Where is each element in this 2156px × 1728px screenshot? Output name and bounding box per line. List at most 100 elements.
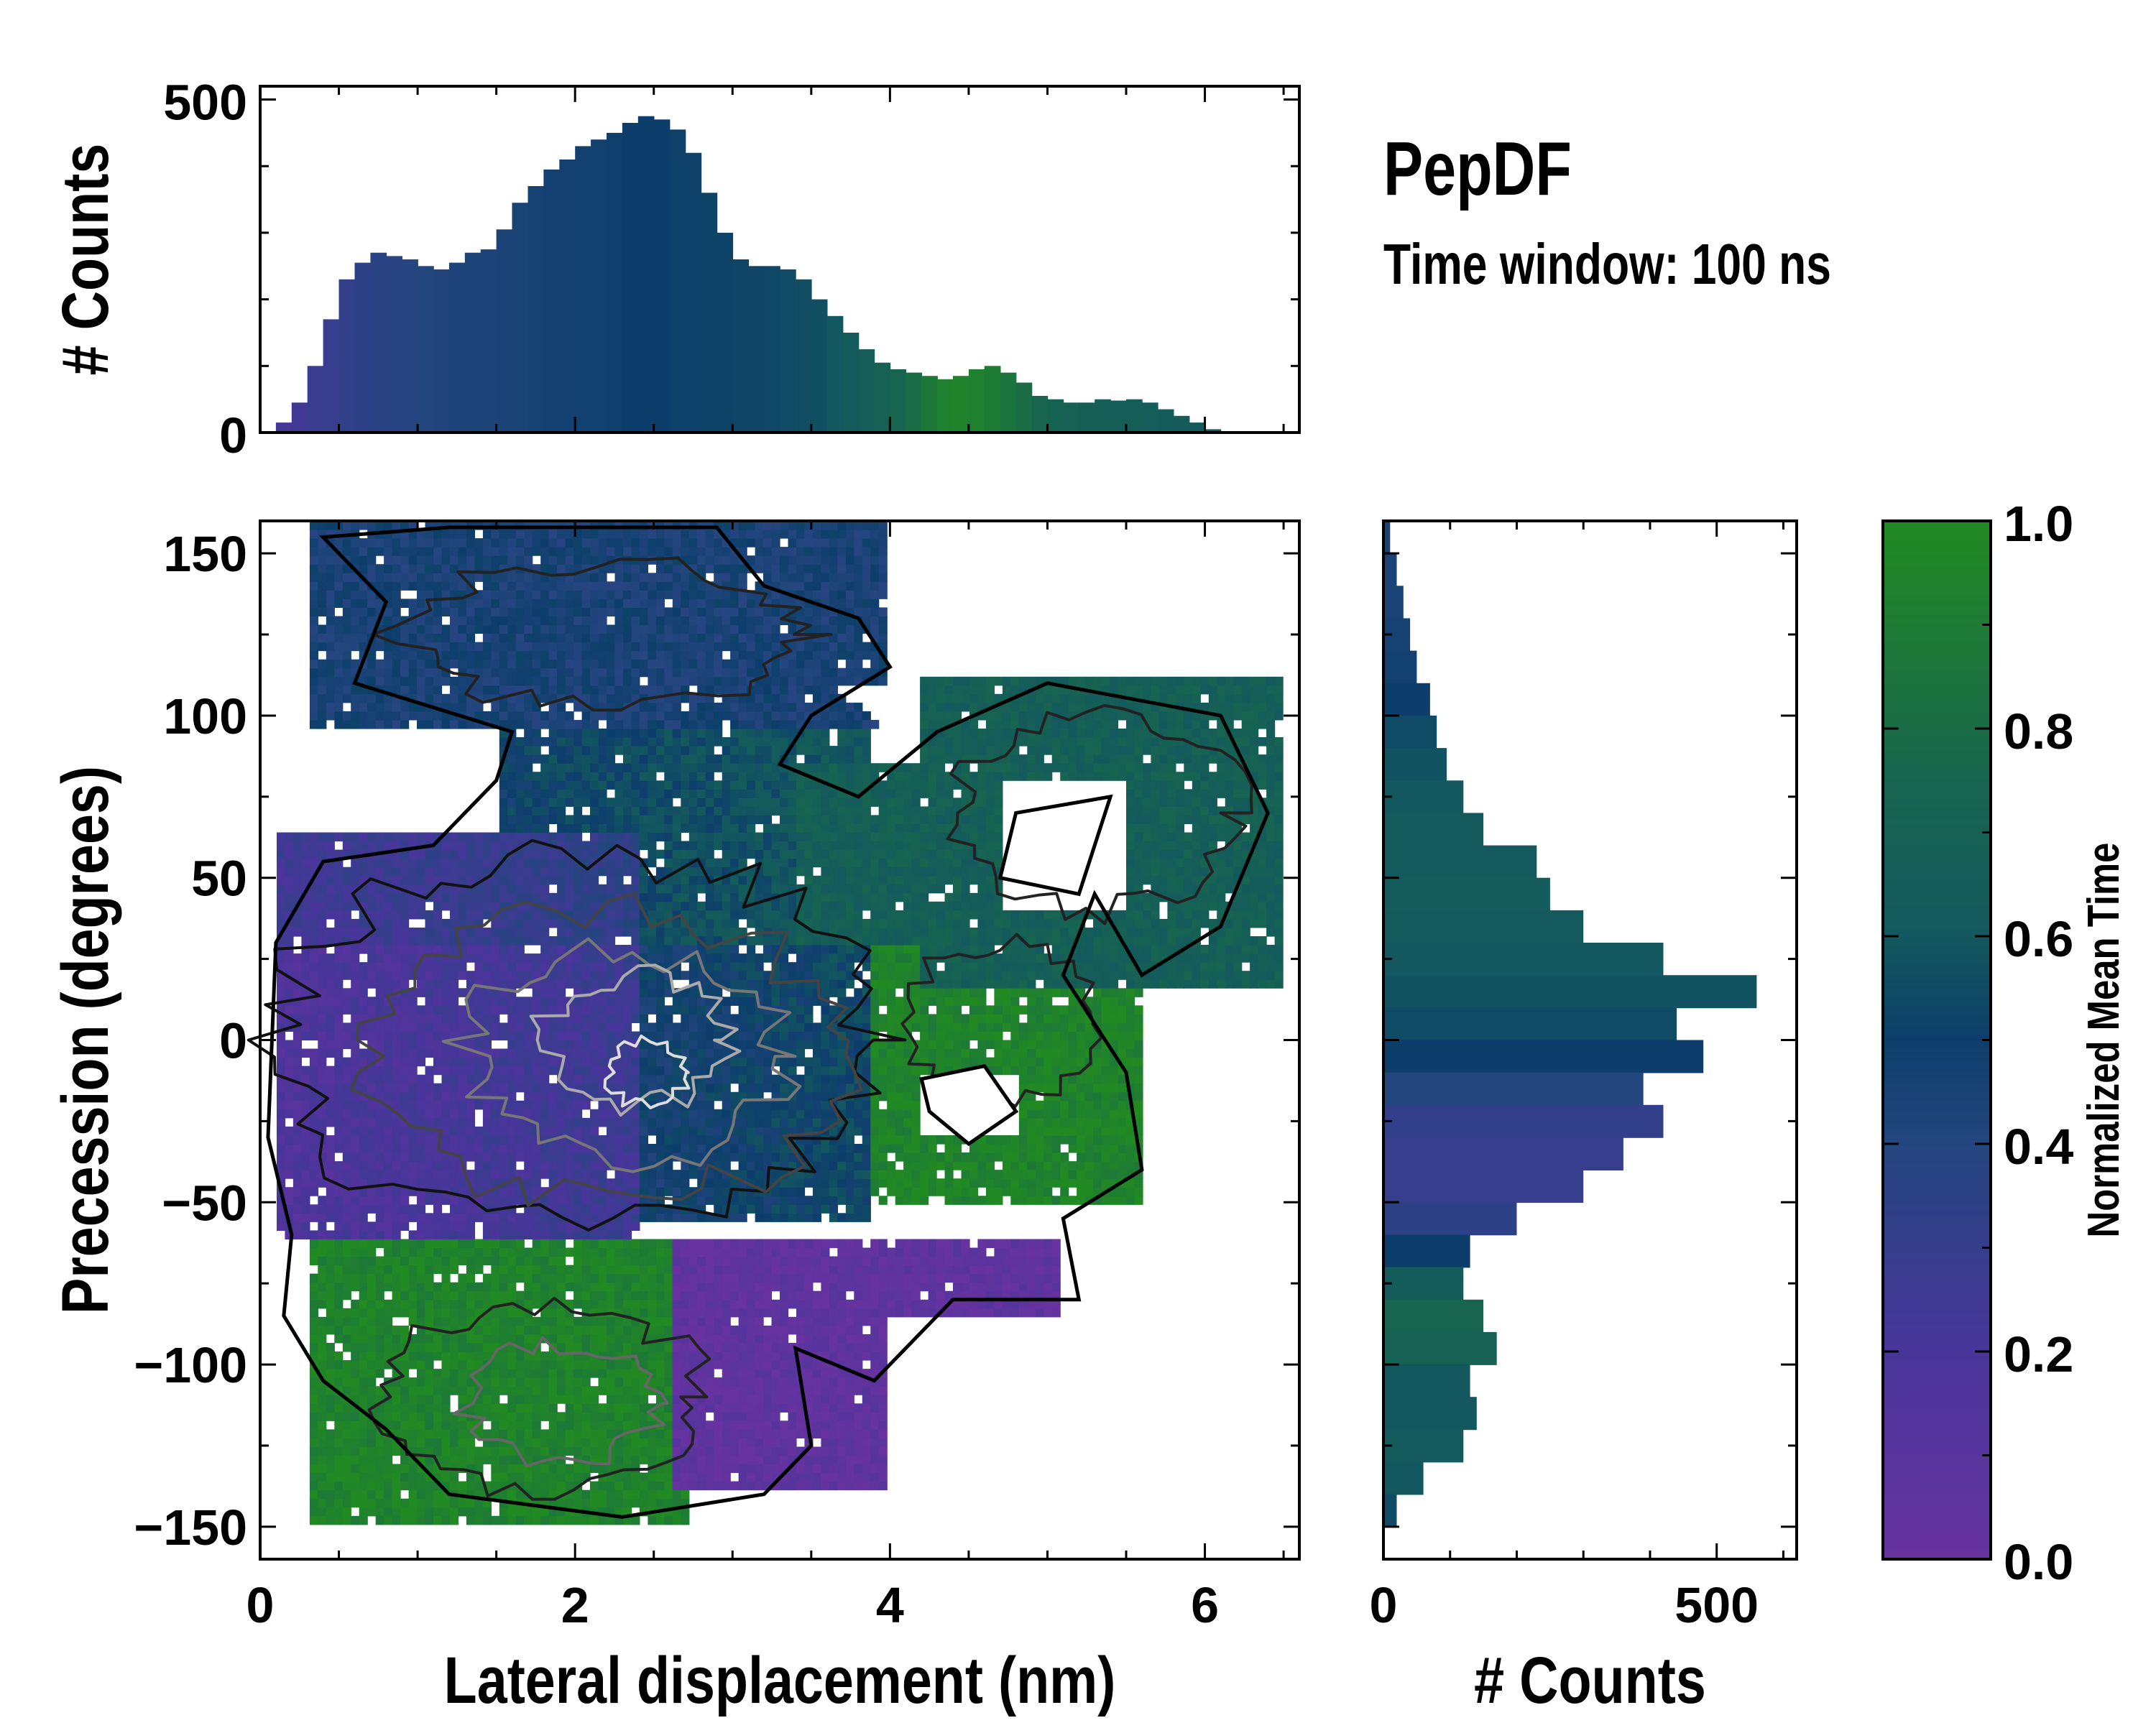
heatmap-cell — [367, 936, 376, 946]
heatmap-cell — [533, 1473, 541, 1482]
heatmap-cell — [533, 1230, 541, 1239]
heatmap-cell — [516, 1135, 525, 1145]
heatmap-cell — [623, 902, 632, 911]
heatmap-cell — [573, 1040, 582, 1050]
heatmap-cell — [656, 703, 665, 712]
heatmap-cell — [326, 1187, 335, 1196]
heatmap-cell — [549, 1360, 558, 1369]
hist-bar — [1079, 402, 1095, 433]
heatmap-cell — [384, 1403, 392, 1413]
heatmap-cell — [318, 1118, 326, 1127]
heatmap-cell — [573, 1049, 582, 1058]
heatmap-cell — [573, 971, 582, 980]
heatmap-cell — [392, 573, 401, 582]
heatmap-cell — [607, 1221, 615, 1231]
heatmap-cell — [664, 789, 673, 798]
heatmap-cell — [631, 919, 640, 928]
heatmap-cell — [640, 997, 648, 1006]
heatmap-cell — [392, 1152, 401, 1162]
heatmap-cell — [392, 962, 401, 971]
heatmap-cell — [343, 1420, 351, 1430]
heatmap-cell — [491, 893, 499, 902]
heatmap-cell — [573, 1161, 582, 1170]
hist-bar — [1063, 402, 1079, 433]
heatmap-cell — [351, 859, 359, 868]
heatmap-cell — [582, 1204, 591, 1214]
heatmap-cell — [549, 1377, 558, 1387]
heatmap-cell — [631, 1049, 640, 1058]
heatmap-cell — [376, 1170, 384, 1179]
heatmap-cell — [384, 1152, 392, 1162]
heatmap-cell — [664, 928, 673, 937]
heatmap-cell — [367, 859, 376, 868]
heatmap-cell — [409, 867, 418, 877]
heatmap-cell — [433, 1101, 442, 1110]
heatmap-cell — [664, 737, 673, 747]
heatmap-cell — [557, 798, 566, 807]
heatmap-cell — [540, 824, 549, 833]
heatmap-cell — [648, 789, 656, 798]
heatmap-cell — [351, 1248, 359, 1257]
heatmap-cell — [474, 1066, 483, 1076]
heatmap-cell — [516, 1221, 525, 1231]
heatmap-cell — [540, 634, 549, 643]
heatmap-cell — [442, 1014, 451, 1023]
heatmap-cell — [351, 1377, 359, 1387]
heatmap-cell — [573, 1187, 582, 1196]
heatmap-cell — [582, 581, 591, 591]
heatmap-cell — [557, 729, 566, 738]
heatmap-cell — [623, 668, 632, 678]
heatmap-cell — [491, 1170, 499, 1179]
heatmap-cell — [334, 1118, 343, 1127]
heatmap-cell — [656, 1144, 665, 1153]
heatmap-cell — [376, 1040, 384, 1050]
heatmap-cell — [400, 1395, 409, 1404]
heatmap-cell — [376, 1291, 384, 1300]
heatmap-cell — [557, 833, 566, 842]
heatmap-cell — [648, 1178, 656, 1188]
heatmap-cell — [507, 668, 516, 678]
heatmap-cell — [425, 919, 434, 928]
heatmap-cell — [540, 1377, 549, 1387]
heatmap-cell — [384, 1464, 392, 1474]
heatmap-cell — [425, 1274, 434, 1283]
heatmap-cell — [433, 936, 442, 946]
heatmap-cell — [623, 1482, 632, 1491]
heatmap-cell — [615, 564, 624, 573]
heatmap-cell — [433, 1248, 442, 1257]
heatmap-cell — [507, 919, 516, 928]
heatmap-cell — [433, 962, 442, 971]
heatmap-cell — [409, 677, 418, 686]
heatmap-cell — [351, 607, 359, 616]
heatmap-cell — [400, 1092, 409, 1101]
heatmap-cell — [384, 928, 392, 937]
heatmap-cell — [566, 1058, 574, 1067]
heatmap-cell — [516, 806, 525, 816]
heatmap-cell — [623, 1248, 632, 1257]
heatmap-cell — [516, 1144, 525, 1153]
heatmap-cell — [549, 859, 558, 868]
heatmap-cell — [648, 884, 656, 894]
heatmap-cell — [442, 1118, 451, 1127]
heatmap-cell — [293, 833, 302, 842]
heatmap-cell — [599, 867, 607, 877]
heatmap-cell — [351, 1360, 359, 1369]
heatmap-cell — [310, 555, 318, 565]
heatmap-cell — [507, 962, 516, 971]
heatmap-cell — [392, 1334, 401, 1344]
heatmap-cell — [417, 902, 425, 911]
heatmap-cell — [491, 651, 499, 660]
heatmap-cell — [318, 720, 326, 729]
heatmap-cell — [648, 815, 656, 824]
heatmap-cell — [491, 1014, 499, 1023]
heatmap-cell — [664, 772, 673, 781]
heatmap-cell — [458, 841, 466, 851]
heatmap-cell — [599, 547, 607, 556]
heatmap-cell — [334, 1014, 343, 1023]
heatmap-cell — [631, 1127, 640, 1136]
heatmap-cell — [318, 1239, 326, 1249]
heatmap-cell — [351, 1101, 359, 1110]
heatmap-cell — [533, 625, 541, 634]
heatmap-cell — [351, 1438, 359, 1447]
heatmap-cell — [590, 928, 599, 937]
